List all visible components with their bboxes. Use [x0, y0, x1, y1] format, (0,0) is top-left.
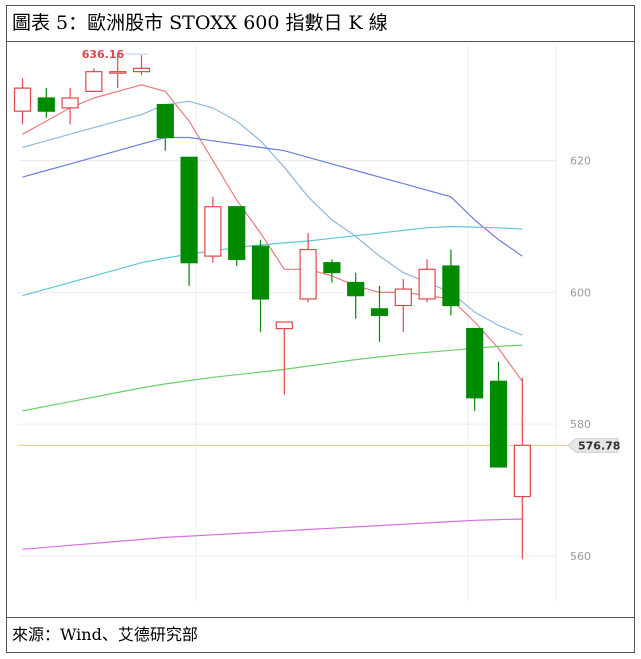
candle — [156, 103, 174, 151]
candle-body — [513, 444, 531, 498]
last-price-layer: 576.78 — [18, 437, 620, 453]
candle — [228, 206, 246, 266]
y-tick-label: 620 — [570, 155, 591, 168]
line-ma250 — [22, 518, 523, 550]
title-divider — [6, 41, 635, 42]
candle-body — [370, 308, 389, 317]
candle-body — [489, 380, 508, 468]
candle — [204, 196, 222, 263]
labels-layer: 636.16 — [82, 48, 148, 61]
candle — [489, 361, 508, 468]
candle-body — [228, 206, 246, 261]
candle — [251, 239, 270, 332]
moving-average-layer — [22, 84, 523, 550]
y-tick-label: 580 — [570, 418, 591, 431]
line-ma20 — [22, 136, 523, 257]
candle-body — [466, 327, 484, 399]
candle-body — [109, 71, 127, 74]
candle — [61, 88, 79, 125]
candle — [275, 321, 293, 395]
candle — [85, 68, 103, 93]
last-price-label: 576.78 — [578, 439, 620, 452]
candle-body — [37, 97, 55, 112]
candle — [132, 55, 151, 75]
candle — [109, 54, 127, 89]
candle — [418, 259, 436, 303]
candle-body — [204, 206, 222, 257]
candle-body — [442, 265, 460, 307]
candle — [513, 378, 531, 560]
candle — [466, 327, 484, 411]
line-ma5 — [22, 84, 523, 382]
line-ma10 — [22, 100, 523, 336]
candle — [347, 272, 365, 319]
candle-body — [347, 281, 365, 297]
candle-body — [13, 87, 32, 112]
candle — [323, 259, 341, 283]
candle — [299, 233, 317, 303]
candle — [13, 78, 32, 125]
max-value-label: 636.16 — [82, 48, 125, 61]
candle-body — [394, 288, 412, 307]
page-title: 圖表 5：歐洲股市 STOXX 600 指數日 K 線 — [12, 12, 388, 34]
candles-layer — [13, 54, 531, 560]
candle-body — [85, 71, 103, 93]
candle — [37, 88, 55, 118]
candle — [394, 279, 412, 332]
candlestick-chart: 560 580 600 620 576.78 636.16 — [13, 46, 620, 602]
candle-body — [275, 321, 293, 330]
candle — [370, 285, 389, 342]
candle — [442, 249, 460, 316]
candle-body — [299, 248, 317, 300]
y-tick-label: 560 — [570, 550, 591, 563]
candle-body — [61, 97, 79, 109]
chart-area: 560 580 600 620 576.78 636.16 — [8, 42, 633, 616]
candle — [180, 156, 198, 286]
candle-body — [156, 103, 174, 139]
last-price-marker — [567, 437, 619, 453]
candle-body — [180, 156, 198, 264]
line-ma60 — [22, 225, 523, 297]
candle-body — [418, 268, 436, 300]
source-note: 來源：Wind、艾德研究部 — [12, 625, 198, 644]
figure-frame — [6, 5, 635, 653]
line-ma120 — [22, 344, 523, 412]
y-tick-label: 600 — [570, 286, 591, 299]
grid-layer: 560 580 600 620 — [18, 46, 591, 602]
candle-body — [132, 67, 151, 73]
footer-divider — [6, 617, 635, 618]
candle-body — [323, 262, 341, 274]
candle-body — [251, 245, 270, 300]
